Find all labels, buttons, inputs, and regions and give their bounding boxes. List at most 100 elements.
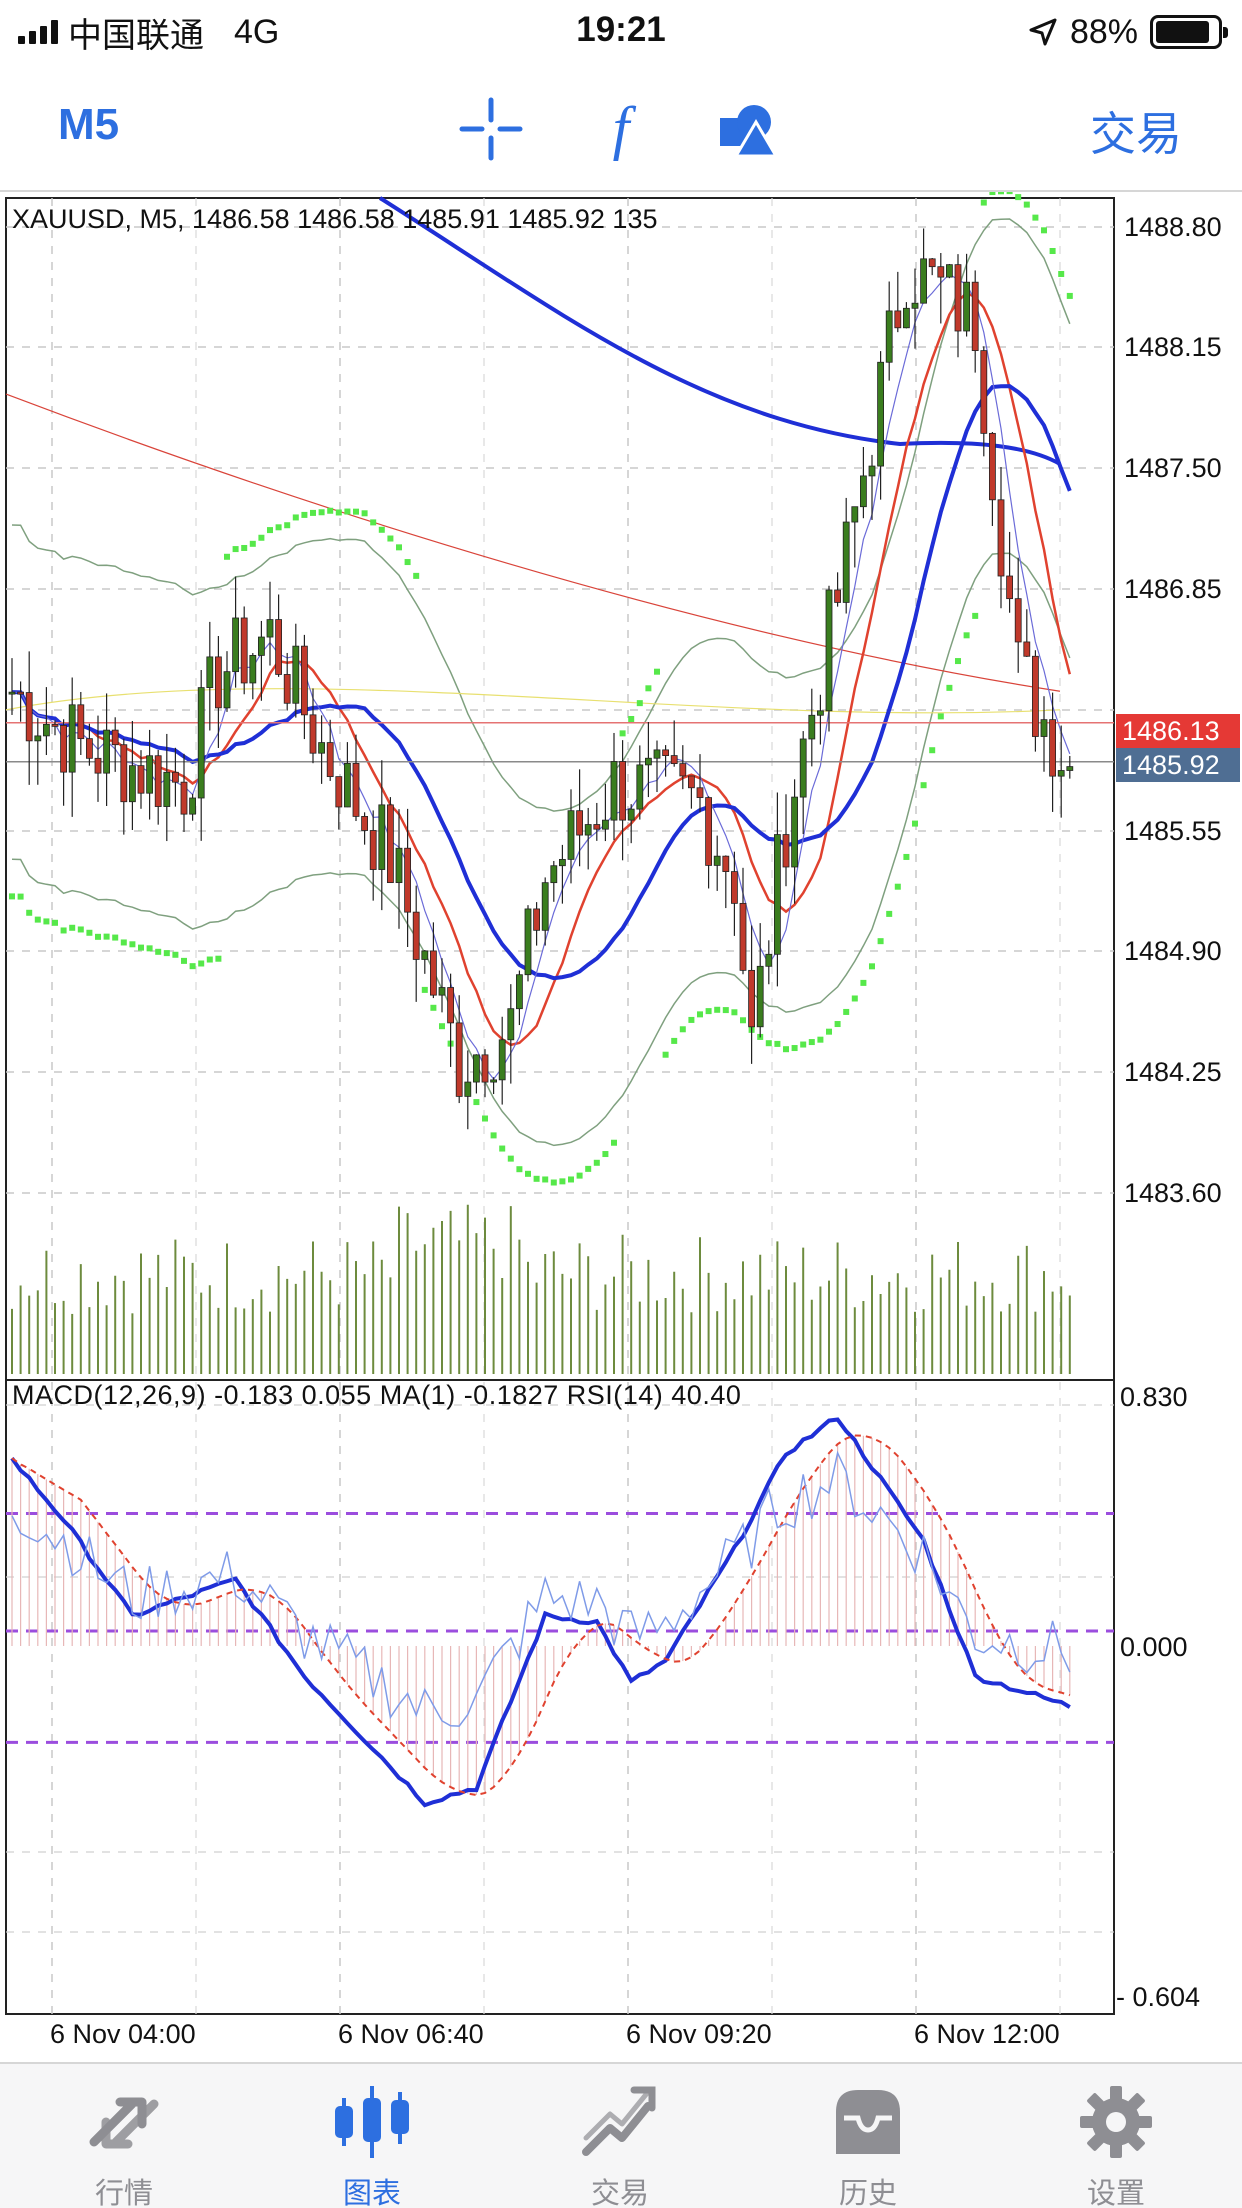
tab-chart[interactable]: 图表 bbox=[248, 2064, 496, 2208]
candle-body bbox=[1023, 641, 1031, 657]
sar-dot bbox=[95, 933, 101, 940]
sar-dot bbox=[679, 1026, 686, 1033]
sar-dot bbox=[920, 782, 927, 789]
sar-dot bbox=[34, 916, 41, 923]
chart-area[interactable]: 1488.80 1488.15 1487.50 1486.85 1485.55 … bbox=[0, 188, 1242, 2060]
sar-dot bbox=[980, 199, 987, 206]
sar-dot bbox=[568, 1176, 574, 1183]
candle-body bbox=[688, 775, 695, 789]
candle-body bbox=[584, 824, 592, 836]
sar-dot bbox=[292, 514, 299, 521]
sar-dot bbox=[344, 508, 351, 515]
tab-history[interactable]: 历史 bbox=[744, 2064, 992, 2208]
sar-dot bbox=[86, 929, 93, 936]
sar-dot bbox=[619, 730, 626, 737]
candle-body bbox=[249, 655, 257, 684]
sar-dot bbox=[267, 527, 273, 534]
sar-dot bbox=[1066, 292, 1073, 299]
candle-body bbox=[774, 834, 781, 955]
candle-body bbox=[51, 723, 59, 727]
sar-dot bbox=[903, 853, 910, 860]
candle-body bbox=[997, 499, 1005, 577]
sar-dot bbox=[645, 685, 652, 692]
candle-body bbox=[980, 350, 988, 434]
candle-body bbox=[825, 589, 833, 712]
indicator-tick: 0.830 bbox=[1120, 1382, 1188, 1412]
ma-fast-line bbox=[11, 273, 1071, 1081]
sar-dot bbox=[688, 1016, 695, 1023]
candle-body bbox=[524, 908, 532, 976]
sar-dot bbox=[602, 1151, 609, 1158]
sar-dot bbox=[697, 1011, 703, 1018]
candle-body bbox=[696, 787, 704, 798]
sar-dot bbox=[43, 918, 50, 925]
crosshair-icon[interactable] bbox=[458, 96, 524, 162]
sar-dot bbox=[542, 1176, 549, 1183]
candle-body bbox=[885, 310, 893, 363]
candle-body bbox=[516, 974, 523, 1010]
candle-body bbox=[576, 810, 583, 836]
tab-settings[interactable]: 设置 bbox=[992, 2064, 1240, 2208]
candle-body bbox=[541, 882, 549, 931]
price-tick: 1483.60 bbox=[1124, 1178, 1222, 1208]
sar-dot bbox=[1049, 248, 1056, 255]
candle-body bbox=[490, 1079, 498, 1083]
candle-body bbox=[412, 911, 420, 960]
candle-body bbox=[404, 847, 412, 913]
sar-dot bbox=[387, 535, 394, 542]
candle-body bbox=[963, 281, 970, 332]
carrier-name: 中国联通 bbox=[68, 16, 204, 55]
sar-dot bbox=[26, 909, 33, 916]
indicator-overlays bbox=[5, 188, 1114, 1186]
candle-body bbox=[335, 776, 343, 808]
candle-body bbox=[662, 749, 669, 756]
price-tick: 1488.15 bbox=[1124, 332, 1222, 362]
sar-dot bbox=[843, 1008, 850, 1015]
candle-body bbox=[429, 950, 437, 996]
sar-dot bbox=[189, 963, 196, 970]
status-right: 88% bbox=[1028, 10, 1228, 54]
candle-body bbox=[369, 830, 377, 870]
volume-bars bbox=[11, 1204, 1071, 1374]
indicator-values: MACD(12,26,9) -0.183 0.055 MA(1) -0.1827… bbox=[12, 1380, 742, 1410]
chart-canvas[interactable]: 1488.80 1488.15 1487.50 1486.85 1485.55 … bbox=[0, 188, 1242, 2060]
candle-body bbox=[602, 819, 609, 830]
price-tick: 1485.55 bbox=[1124, 816, 1222, 846]
candle-body bbox=[214, 656, 222, 709]
candle-body bbox=[111, 729, 119, 746]
sar-dot bbox=[301, 511, 308, 518]
candle-body bbox=[378, 804, 386, 870]
sar-dot bbox=[241, 544, 248, 551]
macd-pane bbox=[6, 1417, 1114, 1808]
candle-body bbox=[60, 725, 67, 773]
sar-dot bbox=[714, 1006, 721, 1013]
sar-dot bbox=[705, 1008, 712, 1015]
candle-body bbox=[25, 692, 33, 742]
candle-body bbox=[283, 674, 291, 704]
candle-body bbox=[903, 307, 910, 329]
candle-body bbox=[567, 810, 575, 860]
sar-dot bbox=[912, 820, 918, 827]
tab-trade[interactable]: 交易 bbox=[496, 2064, 744, 2208]
price-tick: 1486.85 bbox=[1124, 574, 1222, 604]
trade-button[interactable]: 交易 bbox=[1090, 108, 1182, 160]
timeframe-button[interactable]: M5 bbox=[58, 100, 120, 149]
candle-body bbox=[154, 755, 162, 807]
function-icon[interactable]: f bbox=[588, 96, 654, 162]
tab-label: 历史 bbox=[838, 2178, 897, 2208]
candle-body bbox=[1049, 719, 1056, 777]
candle-body bbox=[971, 281, 979, 352]
sar-dot bbox=[120, 939, 127, 946]
sar-dot bbox=[181, 957, 187, 964]
candle-body bbox=[868, 465, 876, 477]
candle-body bbox=[318, 742, 326, 754]
sar-dot bbox=[834, 1021, 841, 1028]
candle-body bbox=[636, 764, 644, 810]
candle-body bbox=[68, 704, 76, 773]
candle-body bbox=[748, 969, 755, 1028]
sar-dot bbox=[507, 1155, 514, 1162]
sar-dot bbox=[955, 658, 961, 665]
objects-icon[interactable] bbox=[716, 96, 782, 162]
macd-line bbox=[10, 1417, 1071, 1808]
tab-quotes[interactable]: 行情 bbox=[0, 2064, 248, 2208]
